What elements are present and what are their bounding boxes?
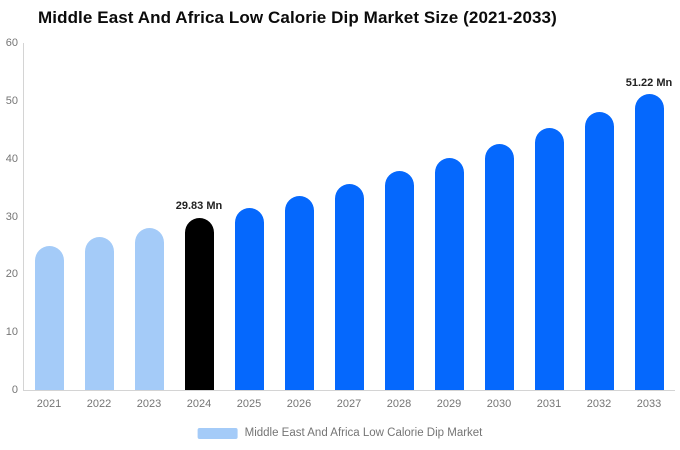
x-tick-label: 2023: [136, 398, 162, 410]
bars-area: [24, 43, 674, 390]
bar-2023[interactable]: [134, 227, 164, 390]
y-tick-label: 50: [5, 94, 18, 107]
legend[interactable]: Middle East And Africa Low Calorie Dip M…: [197, 427, 483, 439]
x-tick-label: 2032: [586, 398, 612, 410]
legend-swatch: [197, 427, 238, 439]
bar-2032[interactable]: [584, 111, 614, 390]
bar-slot-2025: [224, 43, 274, 390]
x-axis-line: [23, 390, 675, 391]
x-tick-label: 2025: [236, 398, 262, 410]
bar-slot-2026: [274, 43, 324, 390]
bar-value-label-2024: 29.83 Mn: [175, 200, 223, 213]
x-tick-label: 2024: [186, 398, 212, 410]
bar-2026[interactable]: [284, 196, 314, 390]
bar-slot-2023: [124, 43, 174, 390]
chart-title: Middle East And Africa Low Calorie Dip M…: [38, 8, 557, 27]
bar-2028[interactable]: [384, 171, 414, 390]
legend-label: Middle East And Africa Low Calorie Dip M…: [244, 427, 483, 439]
bar-value-label-2033: 51.22 Mn: [625, 76, 673, 89]
y-tick-label: 40: [5, 152, 18, 165]
x-tick-label: 2030: [486, 398, 512, 410]
bar-2030[interactable]: [484, 143, 514, 390]
bar-slot-2027: [324, 43, 374, 390]
bar-slot-2024: [174, 43, 224, 390]
bar-slot-2033: [624, 43, 674, 390]
x-tick-label: 2027: [336, 398, 362, 410]
bar-2025[interactable]: [234, 207, 264, 390]
y-tick-label: 20: [5, 268, 18, 281]
x-tick-label: 2028: [386, 398, 412, 410]
bar-2027[interactable]: [334, 184, 364, 390]
bar-slot-2021: [24, 43, 74, 390]
x-tick-label: 2033: [636, 398, 662, 410]
bar-2021[interactable]: [34, 246, 64, 390]
bar-slot-2030: [474, 43, 524, 390]
bar-2029[interactable]: [434, 158, 464, 390]
y-tick-label: 60: [5, 37, 18, 49]
bar-2022[interactable]: [84, 237, 114, 390]
bar-slot-2028: [374, 43, 424, 390]
bar-2024[interactable]: [184, 217, 214, 390]
y-tick-label: 0: [11, 384, 18, 396]
bar-slot-2031: [524, 43, 574, 390]
bar-2033[interactable]: [634, 93, 664, 390]
x-tick-label: 2021: [36, 398, 62, 410]
bar-slot-2029: [424, 43, 474, 390]
y-tick-label: 30: [5, 210, 18, 223]
x-tick-labels: 2021 2022 2023 2024 2025 2026 2027 2028 2029 2030…: [24, 398, 674, 410]
bar-slot-2032: [574, 43, 624, 390]
y-axis-line: [23, 43, 24, 390]
bar-2031[interactable]: [534, 128, 564, 390]
bar-slot-2022: [74, 43, 124, 390]
x-tick-label: 2029: [436, 398, 462, 410]
x-tick-label: 2022: [86, 398, 112, 410]
y-tick-label: 10: [5, 326, 18, 339]
x-tick-label: 2026: [286, 398, 312, 410]
x-tick-label: 2031: [536, 398, 562, 410]
